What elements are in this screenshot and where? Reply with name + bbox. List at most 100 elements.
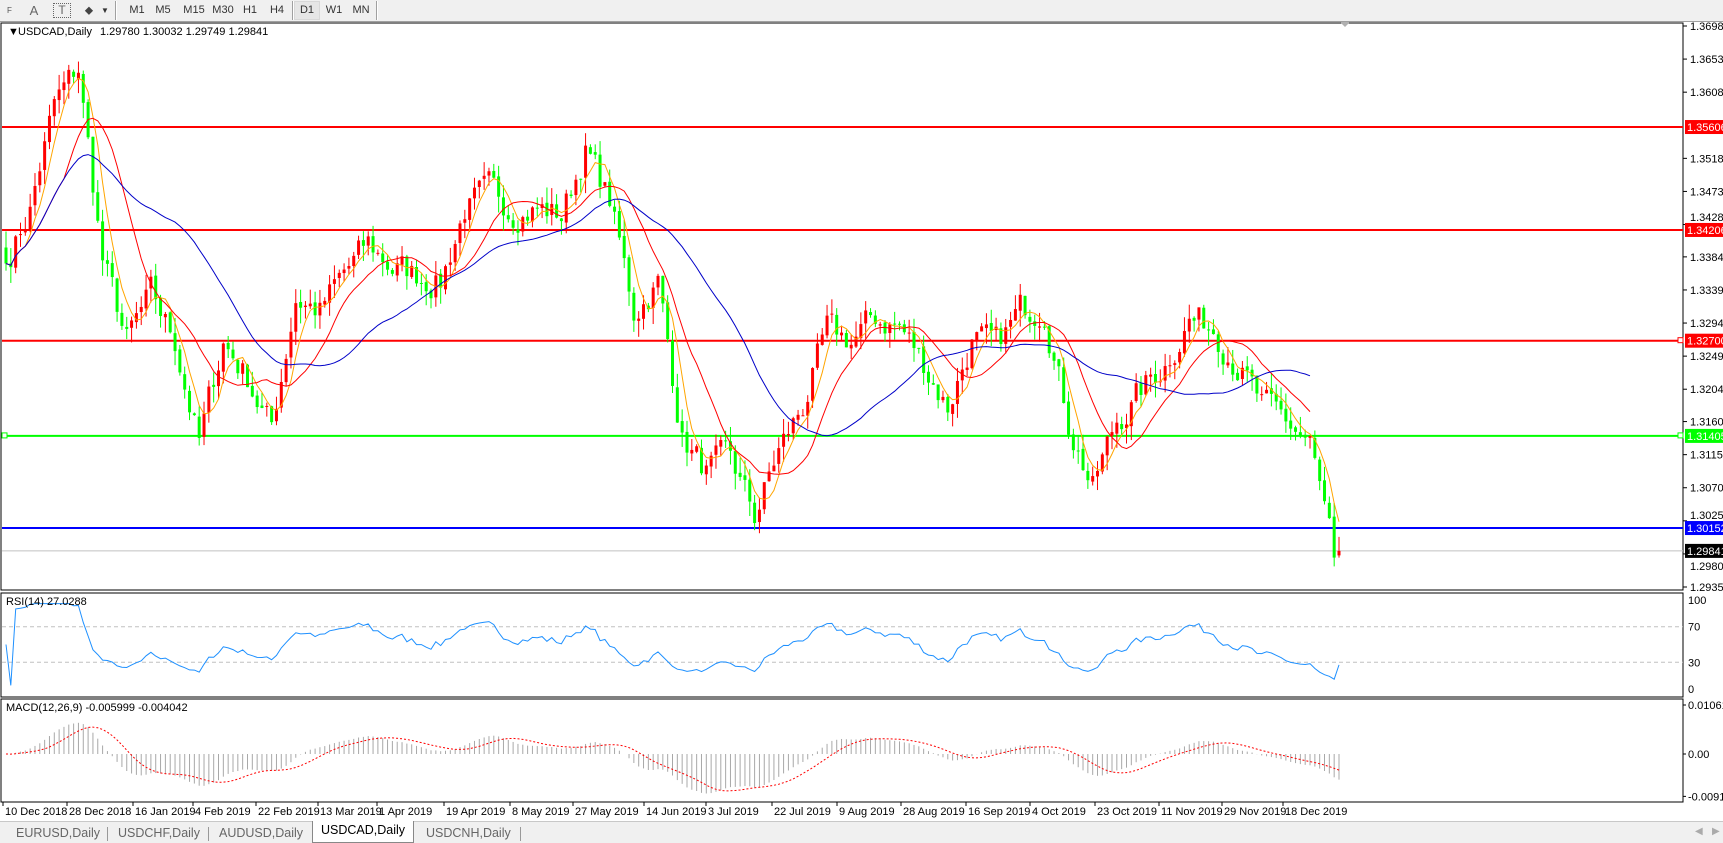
candle xyxy=(680,409,684,447)
price-tick-label: 1.30700 xyxy=(1690,483,1723,495)
tab-usdchf[interactable]: USDCHF,Daily xyxy=(118,826,200,840)
candle xyxy=(1062,357,1066,404)
candle-body xyxy=(178,349,182,373)
timeframe-h4[interactable]: H4 xyxy=(269,4,285,16)
candle xyxy=(506,205,510,223)
macd-pane[interactable] xyxy=(0,698,1684,803)
tab-eurusd[interactable]: EURUSD,Daily xyxy=(16,826,101,840)
candle xyxy=(101,209,105,276)
timeframe-m1[interactable]: M1 xyxy=(129,4,145,16)
candle xyxy=(946,393,950,422)
candle-body xyxy=(1226,362,1230,366)
timeframe-m30[interactable]: M30 xyxy=(212,4,234,16)
candle-body xyxy=(873,315,877,324)
timeframe-mn[interactable]: MN xyxy=(352,4,370,16)
candle-body xyxy=(1009,319,1013,327)
timeframe-d1[interactable]: D1 xyxy=(294,1,320,20)
candle-body xyxy=(487,171,491,176)
level-anchor-icon xyxy=(1677,337,1684,344)
tab-usdcad[interactable]: USDCAD,Daily xyxy=(312,821,415,843)
candle xyxy=(980,323,984,332)
candle xyxy=(999,322,1003,352)
candle xyxy=(1318,456,1322,491)
candle xyxy=(38,162,42,193)
candle xyxy=(482,162,486,190)
candle-body xyxy=(989,322,993,331)
candle-body xyxy=(762,482,766,510)
candle xyxy=(477,179,481,199)
candle-body xyxy=(830,313,834,315)
candle-body xyxy=(1153,373,1157,383)
candle xyxy=(651,282,655,325)
timeframe-m15[interactable]: M15 xyxy=(183,4,205,16)
candle-body xyxy=(221,343,225,372)
candle-body xyxy=(704,465,708,475)
candle-body xyxy=(936,384,940,401)
candle-body xyxy=(371,236,375,253)
candle-body xyxy=(811,368,815,401)
candle xyxy=(767,462,771,482)
candle xyxy=(1308,435,1312,449)
timeframe-h1[interactable]: H1 xyxy=(242,4,258,16)
candle xyxy=(714,434,718,469)
candle-body xyxy=(424,282,428,292)
candle-body xyxy=(1134,383,1138,401)
candle xyxy=(835,308,839,346)
candle-body xyxy=(501,197,505,216)
candle xyxy=(270,405,274,425)
timeframe-w1[interactable]: W1 xyxy=(325,4,343,16)
candle-body xyxy=(869,312,873,316)
chart-window[interactable]: 1.36980 1.36530 1.36080 1.35180 1.34730 1.342… xyxy=(0,0,1723,821)
candle xyxy=(497,165,501,213)
candle-body xyxy=(922,346,926,373)
candle-body xyxy=(1149,374,1153,377)
macd-label: MACD(12,26,9) -0.005999 -0.004042 xyxy=(6,702,188,714)
candle xyxy=(245,363,249,388)
rsi-pane[interactable] xyxy=(0,592,1684,698)
scroll-right-icon[interactable]: ▶ xyxy=(1712,826,1720,837)
tab-usdcnh[interactable]: USDCNH,Daily xyxy=(426,826,511,840)
candle-body xyxy=(395,263,399,276)
candle-body xyxy=(497,176,501,197)
timeframe-m5[interactable]: M5 xyxy=(155,4,171,16)
candle-body xyxy=(405,256,409,277)
candle-body xyxy=(463,219,467,223)
candle xyxy=(299,289,303,324)
tab-audusd[interactable]: AUDUSD,Daily xyxy=(219,826,304,840)
main-pane[interactable] xyxy=(0,22,1684,591)
candle-body xyxy=(1163,366,1167,381)
candle-body xyxy=(632,292,636,321)
text-tool-icon[interactable]: A xyxy=(29,3,39,18)
candle xyxy=(159,294,163,328)
date-tick-label: 16 Sep 2019 xyxy=(968,806,1030,818)
dropdown-arrow-icon[interactable]: ▼ xyxy=(101,6,109,15)
symbol-label: USDCAD,Daily xyxy=(18,26,92,38)
level-anchor-icon xyxy=(1,432,8,439)
candle-body xyxy=(444,266,448,290)
shapes-tool-icon[interactable]: ⬥ xyxy=(84,3,94,17)
chart-collapse-arrow-icon[interactable]: ▼ xyxy=(8,26,19,38)
candle-body xyxy=(796,414,800,420)
candle-body xyxy=(724,440,728,442)
candle xyxy=(656,273,660,296)
candle xyxy=(192,412,196,416)
candle-body xyxy=(854,336,858,347)
candle xyxy=(91,136,95,206)
candle-body xyxy=(159,297,163,316)
candle-body xyxy=(690,449,694,454)
scroll-left-icon[interactable]: ◀ xyxy=(1695,826,1703,837)
candle-body xyxy=(897,323,901,325)
candle xyxy=(332,265,336,298)
candle-body xyxy=(1081,448,1085,471)
date-tick-label: 18 Dec 2019 xyxy=(1285,806,1347,818)
candle-body xyxy=(530,207,534,222)
rsi-line xyxy=(5,603,1340,686)
candle xyxy=(188,385,192,421)
chart-shift-marker-icon[interactable] xyxy=(1340,22,1350,27)
candle xyxy=(395,255,399,282)
grid-f-icon[interactable]: F xyxy=(7,6,12,15)
text-label-tool-icon[interactable]: T xyxy=(53,3,71,18)
candle xyxy=(796,409,800,426)
candle-body xyxy=(965,367,969,370)
candle-body xyxy=(506,215,510,220)
